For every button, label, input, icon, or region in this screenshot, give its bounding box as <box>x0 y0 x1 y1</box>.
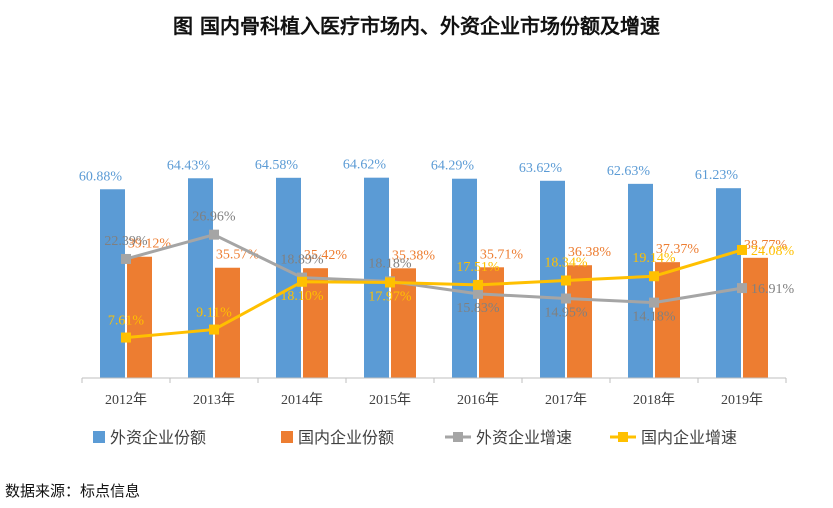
legend-domestic-growth-marker <box>618 432 628 442</box>
data-label-foreign-share: 61.23% <box>695 168 739 183</box>
data-label-domestic-growth: 7.61% <box>108 314 145 329</box>
x-tick-label: 2017年 <box>545 392 587 408</box>
x-tick-label: 2013年 <box>193 392 235 408</box>
bar-foreign-share <box>628 183 653 378</box>
bar-foreign-share <box>188 178 213 378</box>
line-marker-domestic-growth <box>385 277 395 288</box>
data-label-domestic-growth: 18.34% <box>544 255 588 270</box>
line-marker-foreign-growth <box>121 253 131 264</box>
line-marker-domestic-growth <box>473 279 483 290</box>
data-label-foreign-share: 64.62% <box>343 158 387 173</box>
line-marker-domestic-growth <box>121 332 131 343</box>
legend-domestic-share-swatch <box>281 431 293 443</box>
line-marker-foreign-growth <box>737 283 747 294</box>
data-label-domestic-share: 35.38% <box>392 248 436 263</box>
legend-domestic-share-label: 国内企业份额 <box>298 428 394 447</box>
bar-domestic-share <box>743 257 768 378</box>
data-label-foreign-share: 63.62% <box>519 161 563 176</box>
data-label-domestic-growth: 24.08% <box>751 244 795 259</box>
bar-foreign-share <box>276 177 301 378</box>
data-label-domestic-growth: 9.11% <box>196 306 232 321</box>
data-label-foreign-growth: 22.39% <box>104 234 148 249</box>
line-marker-foreign-growth <box>561 293 571 304</box>
bar-foreign-share <box>716 188 741 378</box>
data-label-foreign-share: 62.63% <box>607 164 651 179</box>
line-marker-foreign-growth <box>649 297 659 308</box>
data-label-domestic-share: 37.37% <box>656 242 700 257</box>
bar-domestic-share <box>567 265 592 378</box>
legend-foreign-share-label: 外资企业份额 <box>110 428 206 447</box>
series-line-domestic-growth <box>125 248 743 340</box>
data-label-domestic-growth: 17.97% <box>368 289 412 304</box>
bar-domestic-share <box>391 268 416 378</box>
data-label-domestic-share: 36.38% <box>568 245 612 260</box>
legend-foreign-growth-label: 外资企业增速 <box>476 428 572 447</box>
data-label-foreign-growth: 15.83% <box>456 301 500 316</box>
data-label-foreign-growth: 14.95% <box>544 306 588 321</box>
line-marker-foreign-growth <box>473 288 483 299</box>
chart-title: 图 国内骨科植入医疗市场内、外资企业市场份额及增速 <box>173 14 660 38</box>
data-label-domestic-growth: 18.10% <box>280 289 324 304</box>
x-tick-label: 2014年 <box>281 392 323 408</box>
data-label-domestic-share: 38.77% <box>744 238 788 253</box>
line-marker-foreign-growth <box>209 229 219 240</box>
data-label-domestic-share: 35.71% <box>480 247 524 262</box>
bar-foreign-share <box>364 177 389 378</box>
data-label-foreign-share: 64.43% <box>167 158 211 173</box>
data-label-domestic-growth: 19.14% <box>632 251 676 266</box>
line-marker-domestic-growth <box>649 271 659 282</box>
data-label-foreign-growth: 16.91% <box>751 282 795 297</box>
data-label-foreign-growth: 14.18% <box>632 310 676 325</box>
data-label-foreign-share: 60.88% <box>79 169 123 184</box>
bar-domestic-share <box>303 268 328 378</box>
bar-domestic-share <box>655 262 680 378</box>
data-label-foreign-share: 64.58% <box>255 158 299 173</box>
legend-foreign-share-swatch <box>93 431 105 443</box>
data-label-domestic-share: 35.42% <box>304 248 348 263</box>
legend-domestic-growth-label: 国内企业增速 <box>641 428 737 447</box>
source-note: 数据来源：标点信息 <box>5 482 141 500</box>
series-line-foreign-growth <box>125 233 743 305</box>
bar-foreign-share <box>100 189 125 378</box>
line-marker-domestic-growth <box>297 276 307 287</box>
bar-domestic-share <box>127 256 152 378</box>
data-label-domestic-growth: 17.51% <box>456 260 500 275</box>
line-marker-domestic-growth <box>737 244 747 255</box>
data-label-foreign-growth: 18.18% <box>368 256 412 271</box>
line-marker-domestic-growth <box>561 275 571 286</box>
x-tick-label: 2019年 <box>721 392 763 408</box>
x-tick-label: 2018年 <box>633 392 675 408</box>
chart: 60.88% 64.43% 64.58% 64.62% 64.29% 63.62% 62.6… <box>79 158 795 447</box>
data-label-foreign-growth: 26.96% <box>192 210 236 225</box>
x-tick-label: 2012年 <box>105 392 147 408</box>
data-label-foreign-share: 64.29% <box>431 159 475 174</box>
x-tick-label: 2016年 <box>457 392 499 408</box>
data-label-foreign-growth: 18.89% <box>280 253 324 268</box>
x-tick-label: 2015年 <box>369 392 411 408</box>
bar-foreign-share <box>452 178 477 378</box>
line-marker-domestic-growth <box>209 324 219 335</box>
legend-foreign-growth-marker <box>453 432 463 442</box>
